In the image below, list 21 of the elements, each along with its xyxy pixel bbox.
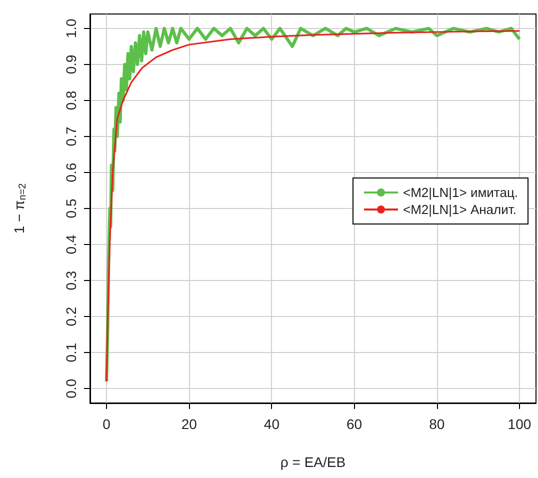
x-tick-label: 0: [102, 416, 111, 432]
y-tick-label: 0.8: [63, 90, 79, 110]
x-tick-label: 80: [429, 416, 445, 432]
y-tick-label: 0.0: [63, 378, 79, 398]
x-tick-label: 100: [508, 416, 532, 432]
legend-label: <M2|LN|1> имитац.: [402, 185, 518, 200]
y-tick-label: 0.2: [63, 306, 79, 326]
y-tick-label: 0.6: [63, 162, 79, 182]
y-tick-label: 0.3: [63, 270, 79, 290]
x-axis-title: ρ = EA/EB: [280, 454, 346, 470]
y-tick-label: 0.9: [63, 54, 79, 74]
y-tick-label: 0.5: [63, 198, 79, 218]
x-tick-label: 20: [181, 416, 198, 432]
y-tick-label: 0.7: [63, 126, 79, 146]
legend-label: <M2|LN|1> Аналит.: [402, 202, 516, 217]
x-tick-label: 60: [346, 416, 362, 432]
y-tick-label: 1.0: [63, 18, 79, 38]
x-tick-label: 40: [264, 416, 280, 432]
y-axis-title: 1 − πn=2: [11, 182, 28, 234]
y-tick-label: 0.1: [63, 342, 79, 362]
y-tick-label: 0.4: [63, 234, 79, 254]
